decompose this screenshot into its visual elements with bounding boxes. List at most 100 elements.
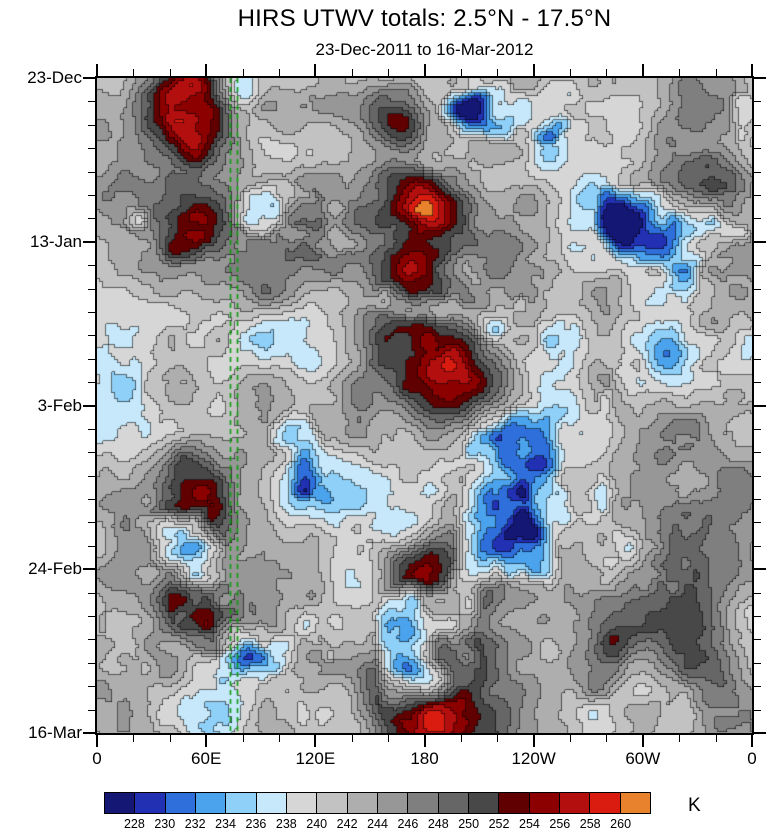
colorbar-segment [256, 793, 287, 813]
axis-tick [88, 639, 95, 640]
axis-tick [754, 382, 761, 383]
colorbar-tick-label: 256 [549, 817, 571, 831]
axis-tick [754, 546, 761, 547]
colorbar-tick-label: 242 [336, 817, 358, 831]
axis-tick [83, 240, 95, 243]
axis-tick [88, 125, 95, 126]
axis-tick [96, 64, 98, 76]
axis-tick [314, 64, 317, 76]
axis-tick [754, 148, 761, 149]
y-axis-tick-label: 16-Mar [28, 723, 82, 742]
axis-tick [754, 476, 761, 477]
axis-tick [423, 64, 426, 76]
axis-tick [532, 64, 535, 76]
axis-tick [606, 735, 607, 742]
axis-tick [83, 568, 95, 571]
y-axis-tick-label: 3-Feb [37, 395, 82, 415]
x-axis-tick-label: 120W [511, 749, 556, 768]
axis-tick [497, 69, 498, 76]
axis-tick [205, 64, 208, 76]
colorbar-tick-label: 234 [215, 817, 236, 831]
axis-tick [88, 452, 95, 453]
axis-tick [88, 172, 95, 173]
axis-tick [754, 686, 761, 687]
axis-tick [754, 240, 766, 243]
colorbar-tick-label: 258 [579, 817, 601, 831]
x-axis-tick-label: 60W [625, 749, 661, 768]
axis-tick [205, 735, 208, 747]
axis-tick [279, 735, 280, 742]
axis-tick [754, 522, 761, 523]
axis-tick [754, 265, 761, 266]
colorbar-segment [590, 793, 621, 813]
axis-tick [170, 69, 171, 76]
colorbar [104, 792, 651, 814]
colorbar-segment [347, 793, 378, 813]
axis-tick [88, 499, 95, 500]
axis-tick [754, 172, 761, 173]
axis-tick [716, 735, 717, 742]
axis-tick [751, 735, 753, 747]
axis-tick [754, 429, 761, 430]
axis-tick [754, 101, 761, 102]
axis-tick [83, 77, 95, 79]
axis-tick [88, 593, 95, 594]
colorbar-tick-label: 246 [397, 817, 419, 831]
colorbar-tick-label: 240 [306, 817, 328, 831]
y-axis-tick-label: 24-Feb [28, 559, 82, 579]
colorbar-tick-label: 244 [367, 817, 388, 831]
axis-tick [279, 69, 280, 76]
x-axis-tick-label: 60E [191, 749, 222, 768]
axis-tick [679, 69, 680, 76]
axis-tick [754, 195, 761, 196]
axis-tick [641, 735, 644, 747]
x-axis-tick-label: 120E [295, 749, 336, 768]
colorbar-units-label: K [688, 795, 701, 816]
axis-tick [388, 735, 389, 742]
axis-tick [754, 452, 761, 453]
colorbar-tick-label: 238 [275, 817, 297, 831]
x-axis-tick-label: 180 [410, 749, 439, 768]
axis-tick [96, 735, 98, 747]
axis-tick [314, 735, 317, 747]
axis-tick [754, 499, 761, 500]
axis-tick [716, 69, 717, 76]
colorbar-segment [317, 793, 348, 813]
axis-tick [88, 195, 95, 196]
axis-tick [754, 77, 766, 79]
colorbar-segment [286, 793, 318, 813]
x-axis-tick-label: 0 [92, 749, 102, 768]
colorbar-segment [195, 793, 227, 813]
colorbar-tick-label: 248 [427, 817, 449, 831]
colorbar-segment [408, 793, 439, 813]
axis-tick [754, 568, 766, 571]
axis-tick [88, 359, 95, 360]
axis-tick [133, 735, 134, 742]
axis-tick [88, 218, 95, 219]
axis-tick [88, 382, 95, 383]
axis-tick [754, 289, 761, 290]
colorbar-tick-label: 260 [610, 817, 632, 831]
axis-tick [754, 710, 761, 711]
axis-tick [423, 735, 426, 747]
colorbar-segment [620, 793, 650, 813]
axis-tick [88, 522, 95, 523]
axis-tick [88, 335, 95, 336]
colorbar-tick-label: 254 [519, 817, 540, 831]
colorbar-tick-label: 252 [488, 817, 510, 831]
axis-tick [88, 616, 95, 617]
axis-tick [170, 735, 171, 742]
axis-tick [754, 663, 761, 664]
axis-tick [754, 639, 761, 640]
axis-tick [83, 404, 95, 407]
axis-tick [570, 69, 571, 76]
y-axis-tick-label: 13-Jan [30, 231, 82, 251]
axis-tick [88, 265, 95, 266]
axis-tick [243, 69, 244, 76]
axis-tick [461, 735, 462, 742]
axis-tick [88, 546, 95, 547]
axis-tick [754, 312, 761, 313]
axis-tick [88, 686, 95, 687]
axis-tick [88, 476, 95, 477]
colorbar-segment [468, 793, 500, 813]
